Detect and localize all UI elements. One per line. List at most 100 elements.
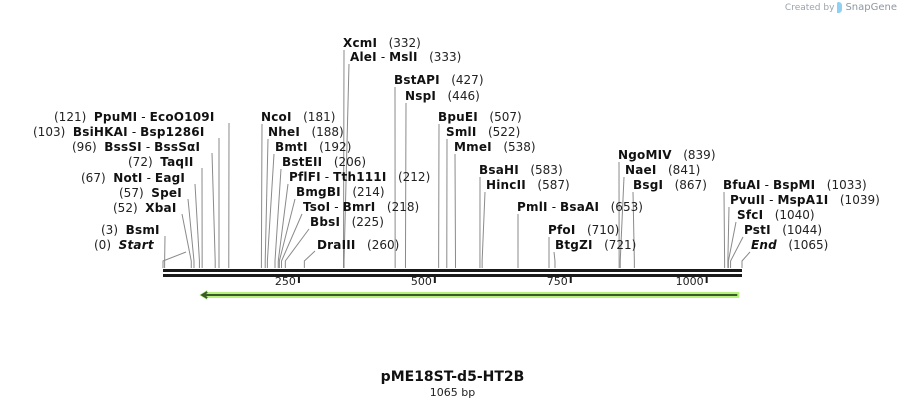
site-position: (1044) (782, 223, 823, 237)
enzyme-name: PflFI (289, 170, 321, 184)
enzyme-name: AleI (350, 50, 377, 64)
enzyme-site-label[interactable]: BmgBI (214) (296, 185, 385, 199)
site-connector-line (481, 191, 486, 268)
site-position: (710) (586, 223, 620, 237)
enzyme-site-label[interactable]: PvuII - MspA1I (1039) (730, 193, 880, 207)
enzyme-site-label[interactable]: SmlI (522) (446, 125, 520, 139)
site-connector-line (277, 183, 289, 268)
enzyme-name: HincII (486, 178, 526, 192)
enzyme-site-label[interactable]: (96) BssSI - BssSαI (72, 140, 200, 154)
site-position: (507) (489, 110, 522, 124)
site-position: (3) (101, 223, 118, 237)
site-position: (72) (128, 155, 153, 169)
ruler-tick-mark (433, 277, 436, 283)
enzyme-site-label[interactable]: BpuEI (507) (438, 110, 522, 124)
snapgene-logo-icon (837, 2, 843, 13)
backbone-top-strand (163, 269, 742, 272)
site-connector-line (194, 183, 200, 268)
enzyme-site-label[interactable]: DraIII (260) (317, 238, 399, 252)
enzyme-site-label[interactable]: NheI (188) (268, 125, 344, 139)
enzyme-site-label[interactable]: PfoI (710) (548, 223, 619, 237)
enzyme-name-secondary: Bsp1286I (140, 125, 205, 139)
enzyme-site-label[interactable]: SfcI (1040) (737, 208, 815, 222)
site-connector-line (343, 63, 350, 268)
feature-arrow-head (200, 291, 208, 299)
enzyme-site-label[interactable]: XcmI (332) (343, 36, 421, 50)
snapgene-credit[interactable]: Created by SnapGene (785, 2, 897, 13)
site-position: (225) (351, 215, 384, 229)
name-separator: - (141, 110, 146, 124)
site-connector-line (727, 221, 737, 268)
enzyme-site-label[interactable]: NgoMIV (839) (618, 148, 716, 162)
enzyme-name-secondary: EcoO109I (149, 110, 215, 124)
enzyme-name: PmlI (517, 200, 548, 214)
enzyme-name: TaqII (160, 155, 194, 169)
enzyme-site-label[interactable]: (67) NotI - EagI (81, 171, 185, 185)
enzyme-site-label[interactable]: NcoI (181) (261, 110, 335, 124)
enzyme-name: Start (118, 238, 154, 252)
enzyme-site-label[interactable]: AleI - MslI (333) (350, 50, 461, 64)
map-title: pME18ST-d5-HT2B (380, 369, 525, 385)
site-position: (103) (33, 125, 66, 139)
enzyme-site-label[interactable]: End (1065) (751, 238, 828, 252)
enzyme-site-label[interactable]: (52) XbaI (113, 201, 177, 215)
enzyme-name-secondary: BssSαI (154, 140, 201, 154)
site-position: (1065) (788, 238, 829, 252)
enzyme-site-label[interactable]: BmtI (192) (275, 140, 351, 154)
enzyme-site-label[interactable]: NspI (446) (405, 89, 480, 103)
enzyme-site-label[interactable]: PflFI - Tth111I (212) (289, 170, 430, 184)
name-separator: - (324, 170, 330, 184)
enzyme-name: SmlI (446, 125, 477, 139)
enzyme-site-label[interactable]: (72) TaqII (128, 155, 194, 169)
name-separator: - (145, 140, 151, 154)
enzyme-site-label[interactable]: BstEII (206) (282, 155, 366, 169)
site-position: (218) (386, 200, 420, 214)
enzyme-name: NotI (113, 171, 143, 185)
site-position: (1040) (774, 208, 815, 222)
enzyme-site-label[interactable]: PstI (1044) (744, 223, 822, 237)
enzyme-name: PstI (744, 223, 771, 237)
enzyme-site-label[interactable]: NaeI (841) (625, 163, 700, 177)
enzyme-site-label[interactable]: BfuAI - BspMI (1033) (723, 178, 867, 192)
enzyme-name: TsoI (303, 200, 331, 214)
site-connector-line (278, 198, 296, 268)
enzyme-site-label[interactable]: MmeI (538) (454, 140, 536, 154)
enzyme-site-label[interactable]: PmlI - BsaAI (653) (517, 200, 643, 214)
enzyme-site-label[interactable]: BstAPI (427) (394, 73, 484, 87)
enzyme-site-label[interactable]: BsaHI (583) (479, 163, 563, 177)
enzyme-site-label[interactable]: TsoI - BmrI (218) (303, 200, 419, 214)
enzyme-name-secondary: BmrI (342, 200, 376, 214)
site-connector-line (211, 152, 216, 268)
enzyme-name: SfcI (737, 208, 764, 222)
site-position: (206) (333, 155, 367, 169)
site-position: (57) (119, 186, 144, 200)
enzyme-name: PfoI (548, 223, 576, 237)
name-separator: - (551, 200, 557, 214)
enzyme-site-label[interactable]: (103) BsiHKAI - Bsp1286I (33, 125, 205, 139)
enzyme-name: XcmI (343, 36, 378, 50)
enzyme-site-label[interactable]: (57) SpeI (119, 186, 182, 200)
enzyme-site-label[interactable]: BtgZI (721) (555, 238, 636, 252)
enzyme-name: NspI (405, 89, 437, 103)
site-position: (1033) (826, 178, 867, 192)
backbone-bottom-strand (163, 274, 742, 277)
site-connector-line (632, 191, 635, 268)
enzyme-site-label[interactable]: (121) PpuMI - EcoO109I (54, 110, 214, 124)
enzyme-name: MmeI (454, 140, 492, 154)
ruler-tick-mark (569, 277, 572, 283)
ruler-tick-label: 250 (274, 275, 296, 288)
enzyme-site-label[interactable]: BbsI (225) (310, 215, 384, 229)
enzyme-name-secondary: MspA1I (777, 193, 829, 207)
site-connector-line (266, 153, 275, 268)
ruler-tick-label: 1000 (675, 275, 704, 288)
enzyme-site-label[interactable]: (0) Start (94, 238, 154, 252)
site-connector-line (264, 138, 269, 268)
enzyme-site-label[interactable]: (3) BsmI (101, 223, 160, 237)
site-connector-line (723, 191, 726, 268)
enzyme-name: End (751, 238, 777, 252)
site-position: (121) (54, 110, 87, 124)
enzyme-site-label[interactable]: BsgI (867) (633, 178, 707, 192)
enzyme-site-label[interactable]: HincII (587) (486, 178, 570, 192)
enzyme-name: BstAPI (394, 73, 440, 87)
site-position: (841) (668, 163, 701, 177)
